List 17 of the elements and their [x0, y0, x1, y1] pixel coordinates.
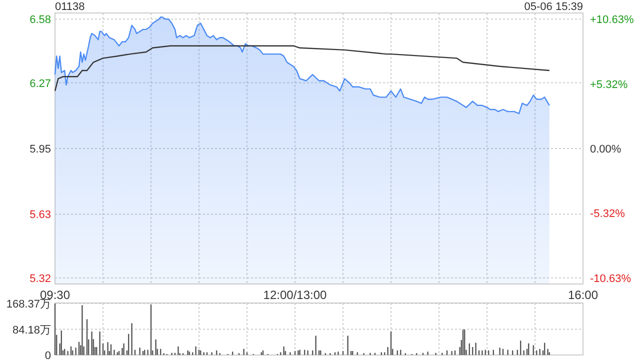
y2-tick-label: -5.32% — [590, 208, 626, 220]
y2-tick-label: -10.63% — [590, 272, 632, 285]
y-tick-label: 0 — [44, 350, 51, 360]
chart-title: 01138 — [55, 1, 85, 13]
y-tick-label: 6.58 — [30, 14, 51, 26]
y2-tick-label: 0.00% — [590, 144, 622, 156]
x-tick-label: 12:00/13:00 — [263, 288, 328, 302]
line-series — [54, 45, 550, 92]
y2-tick-label: +10.63% — [590, 14, 634, 26]
y2-tick-label: +5.32% — [590, 78, 628, 91]
y-tick-label: 84.18万 — [12, 324, 51, 336]
text: 05-06 15:39 — [524, 1, 583, 13]
y-tick-label: 5.63 — [30, 209, 51, 222]
y-tick-label: 5.95 — [30, 144, 51, 156]
x-tick-label: 16:00 — [568, 288, 598, 302]
y-tick-label: 6.27 — [30, 78, 51, 90]
y-tick-label: 5.32 — [30, 272, 51, 285]
